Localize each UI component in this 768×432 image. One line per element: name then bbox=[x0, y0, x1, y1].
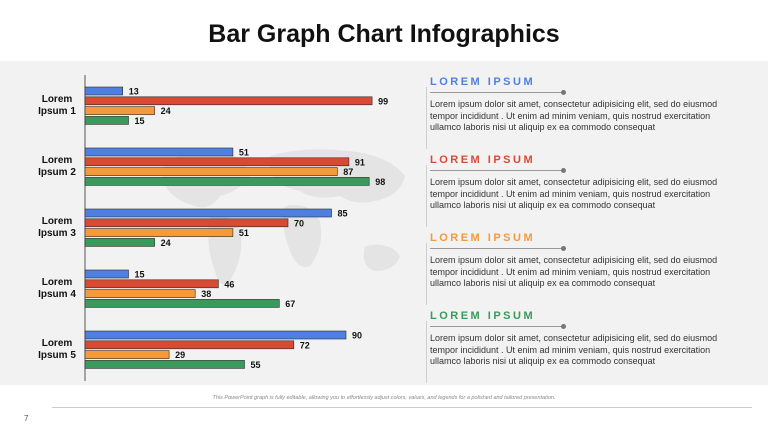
bar-1-3 bbox=[84, 106, 155, 115]
data-label-2-1: 51 bbox=[239, 148, 249, 158]
data-label-5-1: 90 bbox=[352, 331, 362, 341]
bar-2-3 bbox=[84, 167, 338, 176]
bar-2-2 bbox=[84, 157, 350, 167]
data-label-4-1: 15 bbox=[135, 270, 145, 280]
description-vertical-rule bbox=[426, 321, 427, 383]
description-block-3: LOREM IPSUM Lorem ipsum dolor sit amet, c… bbox=[426, 231, 730, 305]
heading-underline bbox=[430, 324, 566, 329]
data-label-1-3: 24 bbox=[161, 106, 171, 116]
category-label-line: Ipsum 5 bbox=[38, 350, 76, 361]
bottom-divider bbox=[52, 407, 752, 408]
data-label-2-4: 98 bbox=[375, 177, 385, 187]
data-label-2-3: 87 bbox=[343, 167, 353, 177]
underline-dot-icon bbox=[561, 90, 566, 95]
category-label-4: Lorem Ipsum 4 bbox=[22, 277, 92, 301]
bar-4-4 bbox=[84, 299, 280, 308]
heading-underline bbox=[430, 246, 566, 251]
bar-1-1 bbox=[84, 86, 124, 96]
bar-4-1 bbox=[84, 269, 129, 279]
description-heading: LOREM IPSUM bbox=[430, 76, 536, 88]
data-label-4-4: 67 bbox=[285, 299, 295, 309]
bar-3-1 bbox=[84, 208, 332, 218]
underline-dot-icon bbox=[561, 324, 566, 329]
footnote: This PowerPoint graph is fully editable,… bbox=[212, 395, 556, 401]
underline-dot-icon bbox=[561, 168, 566, 173]
page-number: 7 bbox=[24, 414, 29, 423]
bar-3-3 bbox=[84, 228, 234, 237]
data-label-1-4: 15 bbox=[135, 116, 145, 126]
bar-1-2 bbox=[84, 96, 373, 106]
data-label-5-3: 29 bbox=[175, 350, 185, 360]
data-label-3-1: 85 bbox=[338, 209, 348, 219]
bar-5-1 bbox=[84, 330, 347, 340]
category-label-line: Lorem bbox=[41, 155, 73, 166]
description-body: Lorem ipsum dolor sit amet, consectetur … bbox=[430, 177, 718, 210]
description-body: Lorem ipsum dolor sit amet, consectetur … bbox=[430, 99, 718, 132]
category-label-1: Lorem Ipsum 1 bbox=[22, 94, 92, 118]
bar-5-2 bbox=[84, 340, 295, 350]
description-body: Lorem ipsum dolor sit amet, consectetur … bbox=[430, 333, 718, 366]
data-label-3-3: 51 bbox=[239, 228, 249, 238]
category-label-line: Ipsum 1 bbox=[38, 106, 76, 117]
description-block-2: LOREM IPSUM Lorem ipsum dolor sit amet, c… bbox=[426, 153, 730, 227]
data-label-1-2: 99 bbox=[378, 96, 388, 106]
description-body: Lorem ipsum dolor sit amet, consectetur … bbox=[430, 255, 718, 288]
heading-underline bbox=[430, 168, 566, 173]
bar-4-2 bbox=[84, 279, 219, 289]
category-label-line: Lorem bbox=[41, 216, 73, 227]
data-label-1-1: 13 bbox=[129, 87, 139, 97]
description-block-1: LOREM IPSUM Lorem ipsum dolor sit amet, c… bbox=[426, 75, 730, 149]
category-label-line: Ipsum 4 bbox=[38, 289, 76, 300]
category-label-5: Lorem Ipsum 5 bbox=[22, 338, 92, 362]
description-vertical-rule bbox=[426, 165, 427, 227]
slide-title: Bar Graph Chart Infographics bbox=[208, 20, 560, 48]
description-heading: LOREM IPSUM bbox=[430, 232, 536, 244]
bar-1-4 bbox=[84, 116, 129, 125]
data-label-4-2: 46 bbox=[224, 279, 234, 289]
bar-5-3 bbox=[84, 350, 170, 359]
category-label-3: Lorem Ipsum 3 bbox=[22, 216, 92, 240]
bar-3-2 bbox=[84, 218, 289, 228]
data-label-3-2: 70 bbox=[294, 218, 304, 228]
category-label-line: Ipsum 2 bbox=[38, 167, 76, 178]
description-block-4: LOREM IPSUM Lorem ipsum dolor sit amet, c… bbox=[426, 309, 730, 383]
description-vertical-rule bbox=[426, 243, 427, 305]
category-label-2: Lorem Ipsum 2 bbox=[22, 155, 92, 179]
description-vertical-rule bbox=[426, 87, 427, 149]
description-heading: LOREM IPSUM bbox=[430, 154, 536, 166]
category-label-line: Ipsum 3 bbox=[38, 228, 76, 239]
category-label-line: Lorem bbox=[41, 277, 73, 288]
data-label-5-4: 55 bbox=[251, 360, 261, 370]
data-label-2-2: 91 bbox=[355, 157, 365, 167]
category-label-line: Lorem bbox=[41, 338, 73, 349]
description-heading: LOREM IPSUM bbox=[430, 310, 536, 322]
heading-underline bbox=[430, 90, 566, 95]
underline-dot-icon bbox=[561, 246, 566, 251]
bar-3-4 bbox=[84, 238, 155, 247]
bar-5-4 bbox=[84, 360, 245, 369]
data-label-5-2: 72 bbox=[300, 340, 310, 350]
data-label-3-4: 24 bbox=[161, 238, 171, 248]
bar-2-1 bbox=[84, 147, 234, 157]
bar-2-4 bbox=[84, 177, 370, 186]
bar-4-3 bbox=[84, 289, 196, 298]
data-label-4-3: 38 bbox=[201, 289, 211, 299]
category-label-line: Lorem bbox=[41, 94, 73, 105]
